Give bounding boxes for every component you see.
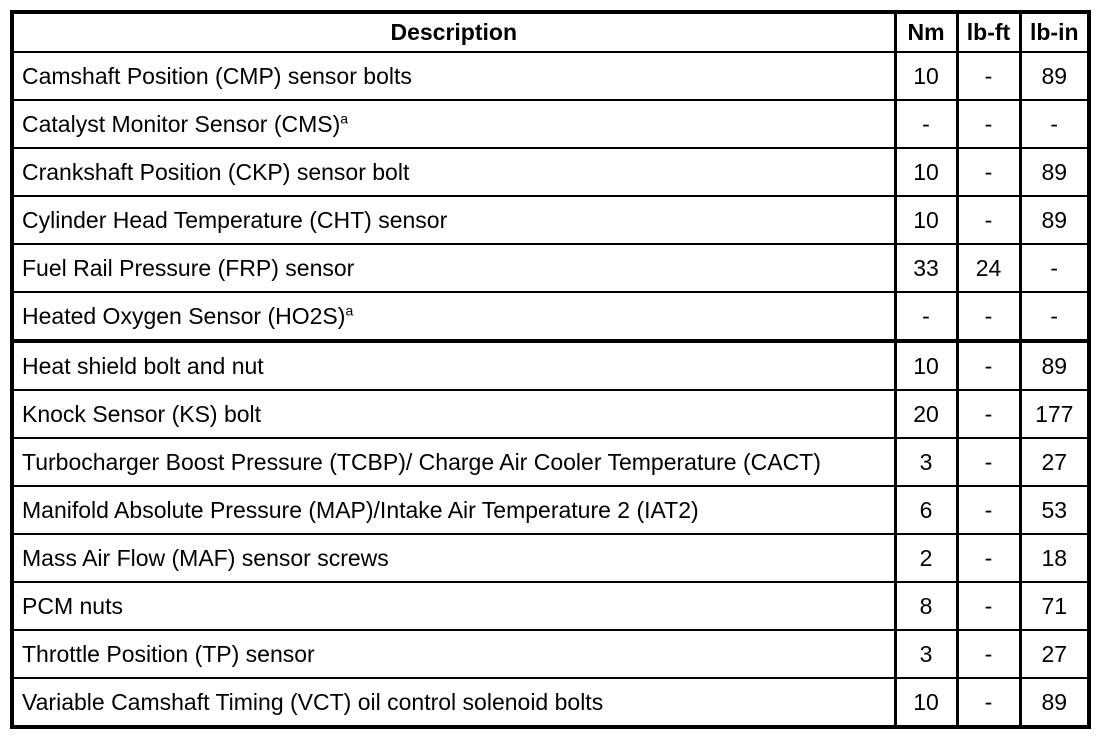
row-description: Turbocharger Boost Pressure (TCBP)/ Char… — [22, 448, 821, 475]
row-lb-ft-value: - — [955, 195, 1022, 245]
row-lb-in-value: 27 — [1018, 629, 1091, 679]
row-nm-value: 33 — [893, 243, 959, 293]
row-lb-ft-value: - — [955, 51, 1022, 101]
col-header-description: Description — [11, 11, 896, 53]
table-row: Manifold Absolute Pressure (MAP)/Intake … — [11, 485, 1091, 535]
row-nm-value: 10 — [893, 195, 959, 245]
row-nm-value: 20 — [893, 389, 959, 439]
row-description: Variable Camshaft Timing (VCT) oil contr… — [22, 688, 604, 715]
col-header-lb-in: lb-in — [1018, 11, 1091, 53]
row-lb-in-value: 89 — [1018, 51, 1091, 101]
table-row: Fuel Rail Pressure (FRP) sensor 33 24 - — [11, 243, 1091, 293]
row-lb-in-value: 89 — [1018, 195, 1091, 245]
row-lb-ft-value: - — [955, 389, 1022, 439]
row-nm-value: 6 — [893, 485, 959, 535]
header-row: Description Nm lb-ft lb-in — [11, 11, 1091, 53]
table-row: Mass Air Flow (MAF) sensor screws 2 - 18 — [11, 533, 1091, 583]
table-row: Throttle Position (TP) sensor 3 - 27 — [11, 629, 1091, 679]
table-row: Variable Camshaft Timing (VCT) oil contr… — [11, 677, 1091, 728]
row-nm-value: 10 — [893, 51, 959, 101]
row-nm-value: - — [893, 291, 959, 343]
row-lb-ft-value: - — [955, 533, 1022, 583]
row-description: Heated Oxygen Sensor (HO2S) — [22, 302, 346, 329]
row-description: Catalyst Monitor Sensor (CMS) — [22, 110, 341, 137]
row-lb-in-value: 89 — [1018, 340, 1091, 391]
row-lb-in-value: - — [1018, 243, 1091, 293]
table-row: Knock Sensor (KS) bolt 20 - 177 — [11, 389, 1091, 439]
row-description: Heat shield bolt and nut — [22, 352, 264, 379]
row-description: Crankshaft Position (CKP) sensor bolt — [22, 158, 410, 185]
torque-spec-table: Description Nm lb-ft lb-in Camshaft Posi… — [10, 10, 1091, 729]
row-lb-in-value: 71 — [1018, 581, 1091, 631]
row-description: Fuel Rail Pressure (FRP) sensor — [22, 254, 355, 281]
row-lb-in-value: 177 — [1018, 389, 1091, 439]
col-header-nm: Nm — [893, 11, 959, 53]
row-description: Manifold Absolute Pressure (MAP)/Intake … — [22, 496, 699, 523]
row-lb-in-value: 18 — [1018, 533, 1091, 583]
table-row: Cylinder Head Temperature (CHT) sensor 1… — [11, 195, 1091, 245]
row-lb-in-value: 89 — [1018, 677, 1091, 728]
row-lb-in-value: 89 — [1018, 147, 1091, 197]
row-lb-in-value: - — [1018, 291, 1091, 343]
row-lb-ft-value: - — [955, 147, 1022, 197]
table-row: Heat shield bolt and nut 10 - 89 — [11, 340, 1091, 391]
row-lb-ft-value: - — [955, 340, 1022, 391]
row-lb-in-value: 53 — [1018, 485, 1091, 535]
table-body: Camshaft Position (CMP) sensor bolts 10 … — [11, 51, 1091, 728]
row-nm-value: 2 — [893, 533, 959, 583]
row-description: Cylinder Head Temperature (CHT) sensor — [22, 206, 448, 233]
table-row: PCM nuts 8 - 71 — [11, 581, 1091, 631]
row-nm-value: 8 — [893, 581, 959, 631]
row-description: PCM nuts — [22, 592, 123, 619]
table-row: Turbocharger Boost Pressure (TCBP)/ Char… — [11, 437, 1091, 487]
footnote-marker: a — [345, 301, 354, 318]
row-nm-value: 3 — [893, 629, 959, 679]
row-nm-value: 3 — [893, 437, 959, 487]
row-lb-ft-value: - — [955, 485, 1022, 535]
row-lb-in-value: 27 — [1018, 437, 1091, 487]
row-lb-ft-value: - — [955, 629, 1022, 679]
row-description: Knock Sensor (KS) bolt — [22, 400, 262, 427]
col-header-lb-ft: lb-ft — [955, 11, 1022, 53]
table-row: Crankshaft Position (CKP) sensor bolt 10… — [11, 147, 1091, 197]
table-header: Description Nm lb-ft lb-in — [11, 11, 1091, 53]
row-lb-ft-value: - — [955, 291, 1022, 343]
row-nm-value: 10 — [893, 677, 959, 728]
row-lb-in-value: - — [1018, 99, 1091, 149]
footnote-marker: a — [340, 109, 349, 126]
row-nm-value: 10 — [893, 147, 959, 197]
row-lb-ft-value: - — [955, 677, 1022, 728]
row-lb-ft-value: - — [955, 581, 1022, 631]
table-row: Camshaft Position (CMP) sensor bolts 10 … — [11, 51, 1091, 101]
row-description: Mass Air Flow (MAF) sensor screws — [22, 544, 389, 571]
row-description: Throttle Position (TP) sensor — [22, 640, 315, 667]
table-row: Catalyst Monitor Sensor (CMS)a - - - — [11, 99, 1091, 149]
row-nm-value: - — [893, 99, 959, 149]
row-description: Camshaft Position (CMP) sensor bolts — [22, 62, 412, 89]
row-lb-ft-value: 24 — [955, 243, 1022, 293]
table-row: Heated Oxygen Sensor (HO2S)a - - - — [11, 291, 1091, 343]
row-lb-ft-value: - — [955, 99, 1022, 149]
row-lb-ft-value: - — [955, 437, 1022, 487]
row-nm-value: 10 — [893, 340, 959, 391]
